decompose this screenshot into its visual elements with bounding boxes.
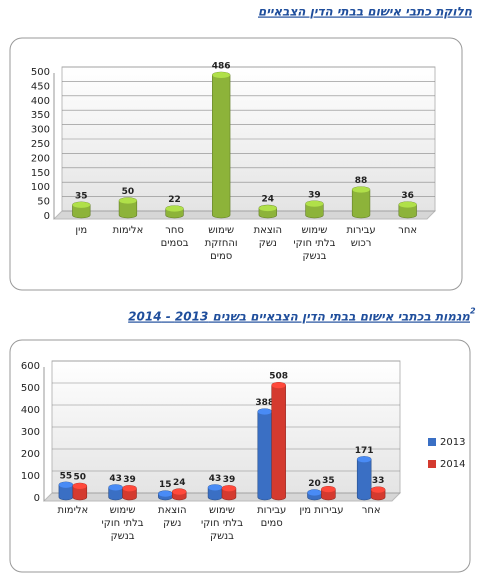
bar-top [158, 490, 173, 497]
y-tick-label: 250 [31, 139, 50, 150]
x-tick-label: סחר בסמים [160, 225, 189, 249]
legend-label: 2013 [440, 437, 465, 448]
value-label: 171 [355, 446, 374, 456]
bar-top [122, 485, 137, 492]
bar-top [58, 481, 73, 488]
value-label: 39 [308, 190, 321, 200]
value-label: 55 [60, 471, 73, 481]
bar [356, 456, 372, 501]
x-tick-label: שימוש בלתי חוקי בנשק [200, 505, 244, 542]
legend-swatch [428, 438, 436, 446]
plot-floor [52, 210, 437, 220]
bar [212, 71, 231, 219]
y-tick-label: 0 [34, 493, 40, 504]
bar-top [257, 408, 272, 415]
y-tick-label: 300 [31, 125, 50, 136]
bar-top [72, 483, 87, 489]
x-tick-label: אלימות [57, 505, 89, 516]
bar-top [352, 186, 370, 193]
x-tick-label: אחר [361, 505, 381, 516]
bar-top [398, 201, 417, 208]
value-label: 39 [223, 475, 236, 485]
bar-top [172, 488, 187, 495]
bar-top [119, 197, 137, 204]
value-label: 50 [122, 187, 135, 197]
y-tick-label: 400 [21, 405, 40, 416]
x-tick-label: עבירות רכוש [346, 225, 376, 249]
chart-title: חלוקת כתבי אישום בבתי הדין הצבאיים [258, 5, 473, 19]
x-tick-label: שימוש והחזקת סמים [204, 225, 238, 262]
value-label: 22 [168, 195, 181, 205]
x-tick-label: מין [75, 225, 88, 236]
title-footnote: 2 [470, 307, 476, 316]
value-label: 486 [212, 62, 231, 72]
bar-top [271, 382, 286, 389]
value-label: 39 [123, 475, 136, 485]
y-tick-label: 200 [21, 449, 40, 460]
value-label: 35 [75, 191, 88, 201]
y-tick-label: 500 [21, 383, 40, 394]
bar-top [72, 201, 91, 208]
value-label: 15 [159, 480, 172, 490]
x-tick-label: אלימות [112, 225, 144, 236]
y-tick-label: 300 [21, 427, 40, 438]
bar-top [258, 205, 277, 212]
y-tick-label: 400 [31, 96, 50, 107]
y-tick-label: 50 [37, 197, 50, 208]
y-tick-label: 350 [31, 110, 50, 121]
bar-top [222, 485, 236, 492]
y-tick-label: 600 [21, 361, 40, 372]
value-label: 24 [262, 195, 275, 205]
bar-top [357, 456, 372, 463]
value-label: 36 [401, 191, 414, 201]
bar-top [371, 486, 386, 493]
x-tick-label: הוצאת נשק [253, 225, 283, 249]
value-label: 20 [308, 479, 321, 489]
bar-top [165, 205, 184, 212]
bar [271, 381, 286, 501]
y-tick-label: 200 [31, 153, 50, 164]
chart-title: מגמות בכתבי אישום בבתי הדין הצבאיים בשני… [128, 310, 470, 324]
bar-top [321, 486, 336, 493]
bar-top [208, 484, 222, 491]
legend-swatch [428, 460, 436, 468]
x-tick-label: עבירות סמים [257, 505, 287, 529]
value-label: 33 [372, 476, 385, 486]
x-tick-label: שימוש בלתי חוקי בנשק [101, 505, 144, 542]
value-label: 24 [173, 478, 186, 488]
y-tick-label: 450 [31, 81, 50, 92]
y-tick-label: 100 [31, 182, 50, 193]
y-tick-label: 150 [31, 168, 50, 179]
bar-top [307, 489, 322, 496]
x-tick-label: עבירות מין [299, 505, 344, 516]
value-label: 43 [109, 474, 122, 484]
value-label: 388 [255, 398, 274, 408]
x-tick-label: שימוש בלתי חוקי בנשק [293, 225, 336, 262]
value-label: 35 [322, 476, 335, 486]
legend-label: 2014 [440, 459, 465, 470]
value-label: 50 [74, 473, 87, 483]
value-label: 43 [209, 474, 222, 484]
value-label: 508 [269, 372, 288, 382]
y-tick-label: 500 [31, 67, 50, 78]
y-tick-label: 0 [44, 211, 50, 222]
x-tick-label: אחר [398, 225, 418, 236]
value-label: 88 [355, 176, 368, 186]
bar-top [108, 484, 123, 491]
y-tick-label: 100 [21, 471, 40, 482]
bar-top [305, 200, 324, 207]
bar [257, 408, 273, 501]
x-tick-label: הוצאת נשק [158, 505, 187, 529]
bar-top [212, 72, 231, 79]
